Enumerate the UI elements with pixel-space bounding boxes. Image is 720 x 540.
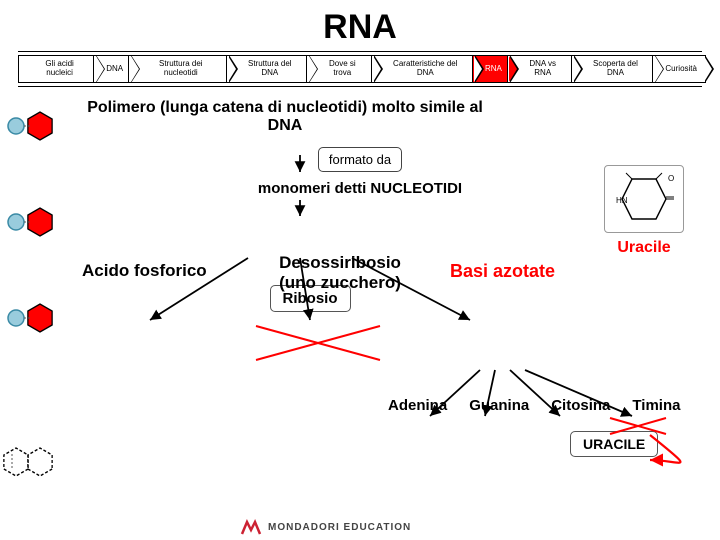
uracile-label: Uracile [594, 239, 694, 257]
branch-deso: Desossiribosio (uno zucchero) [260, 253, 420, 293]
base-label: Guanina [469, 397, 529, 414]
base-label: Timina [632, 397, 680, 414]
base-label: Adenina [388, 397, 447, 414]
base-label: Citosina [551, 397, 610, 414]
breadcrumb-nav: Gli acidi nucleiciDNAStruttura dei nucle… [18, 51, 702, 87]
svg-text:HN: HN [616, 196, 628, 205]
svg-text:O: O [668, 174, 674, 183]
branch-basi: Basi azotate [450, 261, 555, 282]
nav-item[interactable]: Caratteristiche del DNA [371, 55, 476, 83]
subtitle: Polimero (lunga catena di nucleotidi) mo… [70, 99, 500, 135]
page-title: RNA [0, 0, 720, 51]
logo-icon [240, 518, 262, 536]
publisher-logo: MONDADORI EDUCATION [240, 518, 411, 536]
uracile-final-box: URACILE [570, 431, 658, 457]
formato-box: formato da [318, 147, 402, 172]
bases-row: Adenina Guanina Citosina Timina [388, 397, 680, 414]
nav-item[interactable]: Struttura dei nucleotidi [128, 55, 229, 83]
branch-acido: Acido fosforico [82, 261, 207, 281]
nav-item[interactable]: Scoperta del DNA [571, 55, 657, 83]
uracile-sidebar: HN O Uracile [594, 165, 694, 257]
nav-item[interactable]: Struttura del DNA [226, 55, 311, 83]
nav-item[interactable]: Gli acidi nucleici [18, 55, 97, 83]
uracile-molecule-icon: HN O [604, 165, 684, 233]
